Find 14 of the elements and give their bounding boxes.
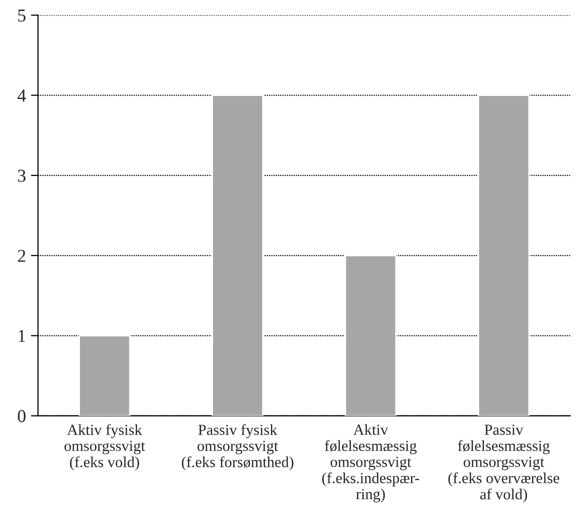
x-tick-label: Passiv fysisk omsorgssvigt (f.eks forsømthed) — [182, 424, 294, 470]
x-tick-label: Aktiv følelsesmæssig omsorgssvigt (f.eks.indespær- ring) — [322, 424, 420, 502]
bar — [344, 254, 397, 416]
bar — [212, 94, 264, 416]
y-tick-label: 2 — [18, 250, 26, 262]
bar — [478, 94, 530, 416]
y-tick-label: 5 — [18, 10, 26, 22]
y-tick-label: 1 — [18, 330, 26, 342]
y-tick-label: 3 — [18, 170, 26, 182]
x-tick-label: Aktiv fysisk omsorgssvigt (f.eks vold) — [64, 424, 146, 470]
x-tick-label: Passiv følelsesmæssig omsorgssvigt (f.eks overværelse af vold) — [448, 424, 560, 503]
bar — [78, 334, 131, 416]
y-tick-label: 0 — [18, 410, 26, 422]
y-tick-label: 4 — [18, 90, 26, 102]
